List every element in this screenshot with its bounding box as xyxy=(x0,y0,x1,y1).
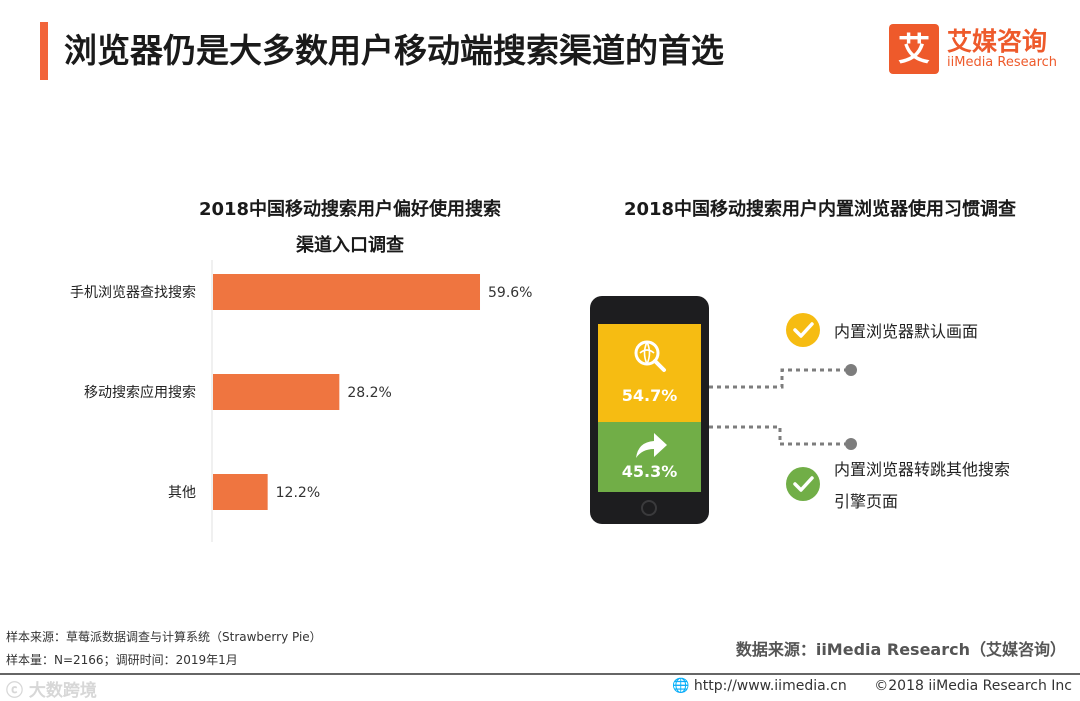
bar-category-label: 手机浏览器查找搜索 xyxy=(70,284,196,301)
bar xyxy=(213,374,340,410)
bar-chart: 手机浏览器查找搜索 59.6% 移动搜索应用搜索 28.2% 其他 12.2% xyxy=(70,260,532,542)
bar-value-label: 28.2% xyxy=(347,385,391,401)
phone-screen-segment-redirect: 45.3% xyxy=(598,422,701,492)
search-globe-icon xyxy=(634,340,666,372)
phone-chart-title: 2018中国移动搜索用户内置浏览器使用习惯调查 xyxy=(623,199,1017,220)
redirect-screen-percent: 45.3% xyxy=(621,462,678,481)
footer-copyright: ©2018 iiMedia Research Inc xyxy=(874,678,1072,694)
footer-url[interactable]: 🌐 http://www.iimedia.cn xyxy=(672,678,847,694)
bar-value-label: 59.6% xyxy=(488,285,532,301)
habit-label-redirect: 内置浏览器转跳其他搜索 引擎页面 xyxy=(834,454,1010,518)
footer-url-text[interactable]: http://www.iimedia.cn xyxy=(693,678,847,694)
habit-label-default-line-1: 内置浏览器默认画面 xyxy=(834,322,979,341)
check-icon-redirect xyxy=(786,467,820,501)
sample-source-note: 样本来源：草莓派数据调查与计算系统（Strawberry Pie） xyxy=(6,630,322,644)
page-title: 浏览器仍是大多数用户移动端搜索渠道的首选 xyxy=(64,31,724,70)
logo-name-en: iiMedia Research xyxy=(947,55,1058,70)
share-arrow-icon xyxy=(636,433,667,458)
logo-badge: 艾 xyxy=(889,24,939,74)
bar-chart-title-line-1: 2018中国移动搜索用户偏好使用搜索 xyxy=(198,199,502,220)
connector-dot-top xyxy=(845,364,857,376)
bar-chart-title-line-2: 渠道入口调查 xyxy=(296,235,404,256)
bar-value-label: 12.2% xyxy=(276,485,320,501)
iimedia-logo: 艾 艾媒咨询 iiMedia Research xyxy=(889,22,1069,74)
sample-size-note: 样本量：N=2166；调研时间：2019年1月 xyxy=(6,653,238,667)
title-accent-bar xyxy=(40,22,48,80)
habit-label-redirect-line-2: 引擎页面 xyxy=(834,492,899,511)
habit-label-default: 内置浏览器默认画面 xyxy=(834,316,978,348)
default-screen-percent: 54.7% xyxy=(621,386,678,405)
bar-chart-title: 2018中国移动搜索用户偏好使用搜索 渠道入口调查 xyxy=(140,192,560,264)
bar-category-label: 移动搜索应用搜索 xyxy=(84,384,196,401)
connector-line-top xyxy=(709,368,846,389)
logo-name-cn: 艾媒咨询 xyxy=(947,27,1048,56)
phone-screen-segment-default: 54.7% xyxy=(598,324,701,422)
habit-label-redirect-line-1: 内置浏览器转跳其他搜索 xyxy=(834,460,1011,479)
bar xyxy=(213,474,268,510)
connector-line-bottom xyxy=(709,425,846,446)
watermark: ⓒ 大数跨境 xyxy=(6,681,97,701)
bar-category-label: 其他 xyxy=(168,485,196,501)
bar xyxy=(213,274,481,310)
phone-illustration: 54.7% 45.3% xyxy=(590,296,709,524)
phone-home-button xyxy=(641,500,657,516)
data-source-note: 数据来源：iiMedia Research（艾媒咨询） xyxy=(735,640,1066,659)
footer-divider xyxy=(0,673,1080,675)
check-icon-default xyxy=(786,313,820,347)
globe-icon: 🌐 xyxy=(672,678,690,694)
connector-dot-bottom xyxy=(845,438,857,450)
